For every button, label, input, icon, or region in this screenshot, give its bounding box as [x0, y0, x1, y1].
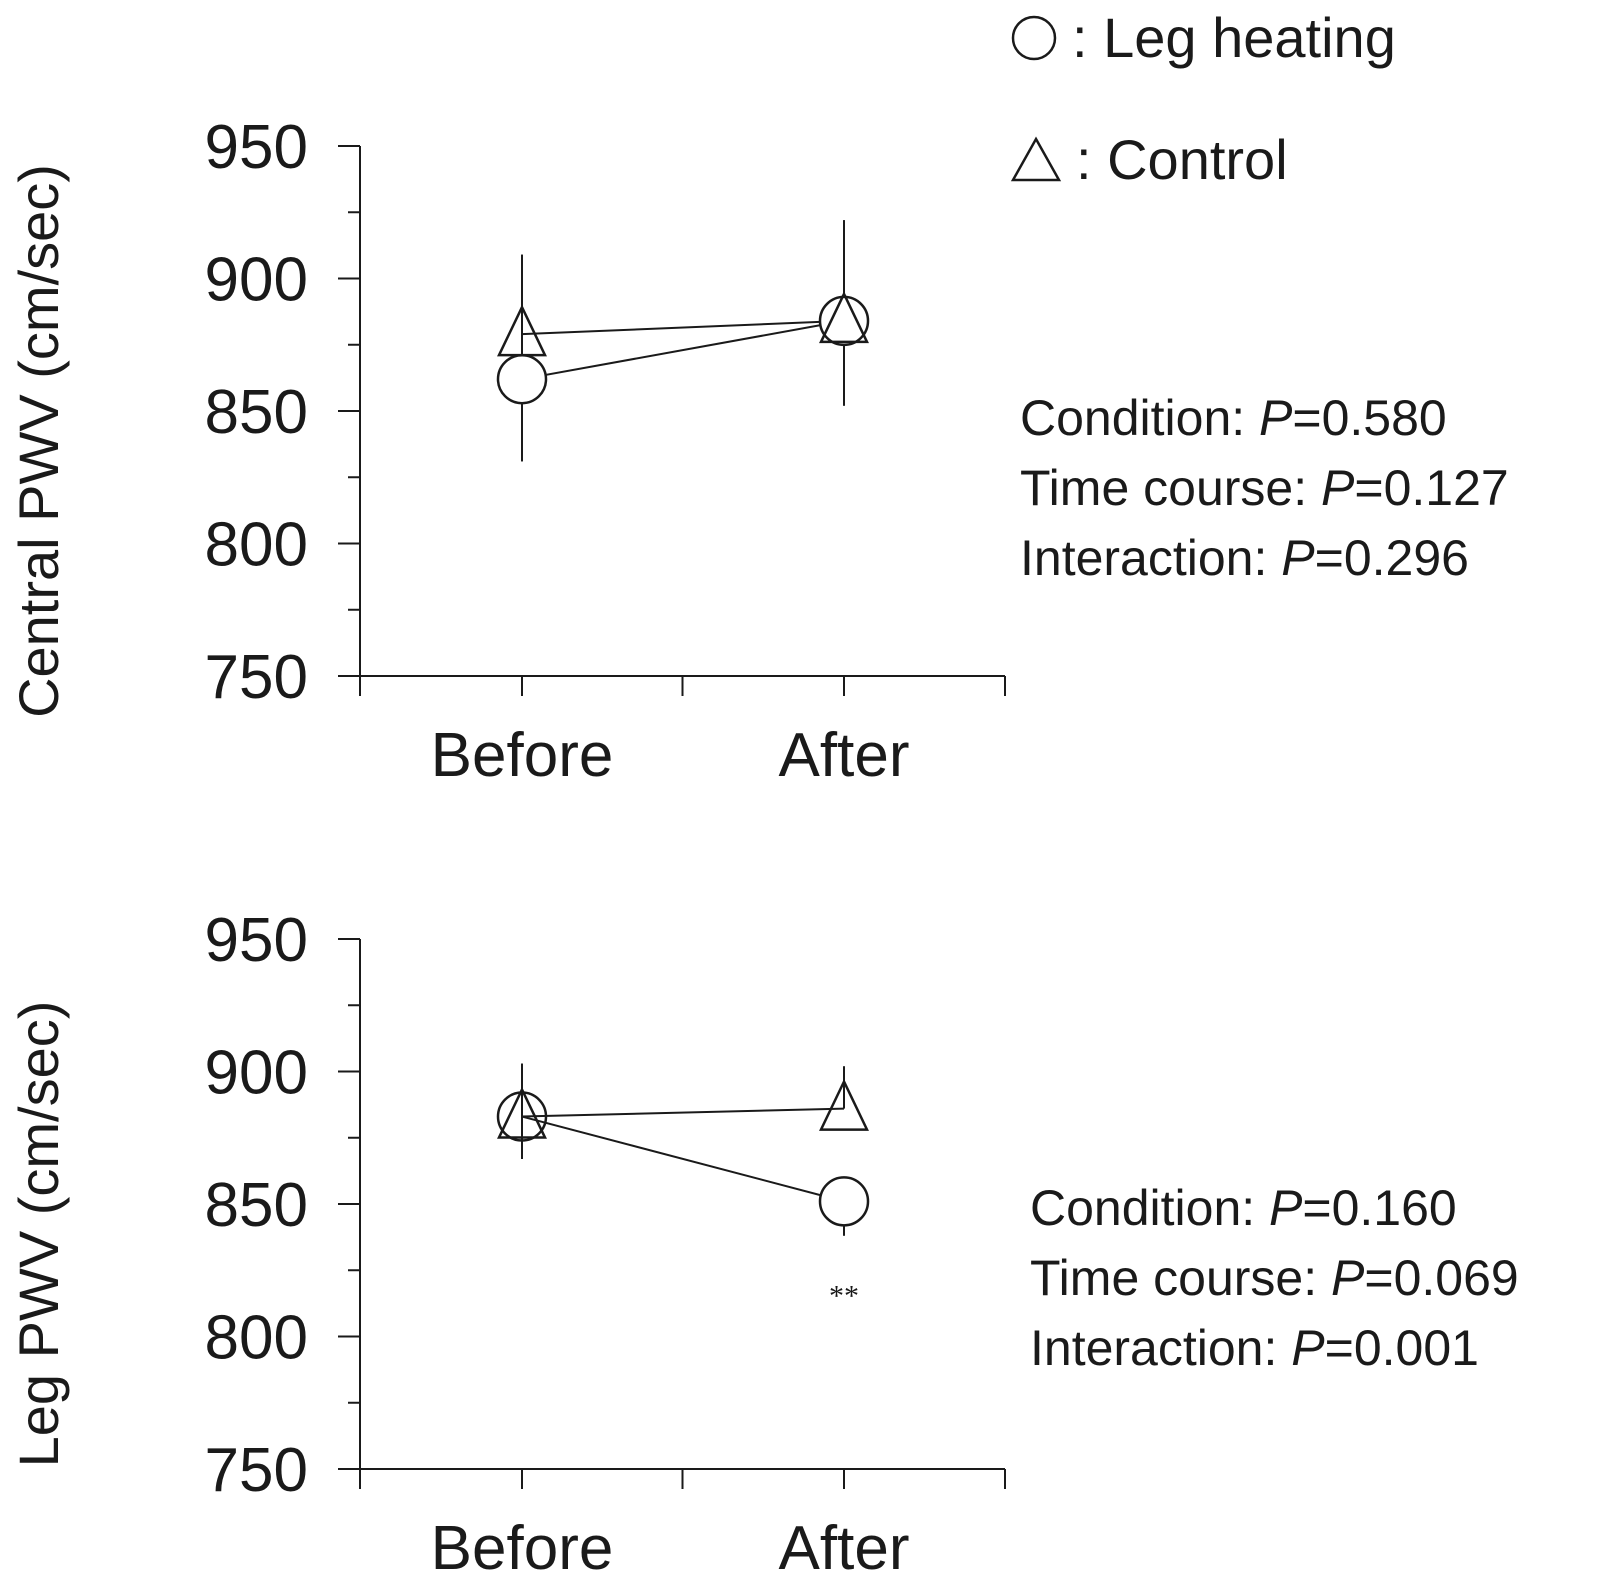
legend-label: : Leg heating: [1072, 6, 1396, 69]
significance-annotation: **: [829, 1280, 859, 1313]
x-tick-label: Before: [431, 721, 614, 790]
x-tick-label: After: [779, 1514, 910, 1583]
data-point-triangle: [819, 1078, 869, 1131]
stats-block-central: Condition: P=0.580 Time course: P=0.127 …: [1020, 383, 1509, 593]
y-tick-label: 950: [205, 906, 308, 975]
y-tick-label: 950: [205, 113, 308, 182]
y-tick-label: 850: [205, 378, 308, 447]
series-line-circle: [521, 319, 845, 381]
stat-interaction: Interaction: P=0.296: [1020, 530, 1469, 586]
circle-icon: [1011, 15, 1057, 61]
series-line-circle: [521, 1115, 845, 1203]
legend-label: : Control: [1076, 128, 1288, 191]
series-line-triangle: [521, 319, 845, 336]
y-tick-label: 900: [205, 246, 308, 315]
y-tick-label: 850: [205, 1171, 308, 1240]
legend-item-control: : Control: [1010, 132, 1288, 188]
data-point-triangle: [497, 304, 547, 357]
data-point-circle: [496, 1091, 548, 1142]
stat-time-course: Time course: P=0.127: [1020, 460, 1509, 516]
data-point-triangle: [819, 291, 869, 344]
stat-time-course: Time course: P=0.069: [1030, 1250, 1519, 1306]
legend-item-leg-heating: : Leg heating: [1010, 10, 1396, 66]
chart-panel-1: 950 900 850 800 750 Before After Central PWV (c…: [7, 113, 1006, 790]
data-point-triangle: [497, 1086, 547, 1139]
triangle-icon: [1010, 136, 1062, 182]
data-point-circle: [818, 1176, 870, 1227]
data-point-circle: [818, 295, 870, 347]
y-axis-title: Leg PWV (cm/sec): [7, 1001, 70, 1468]
stats-block-leg: Condition: P=0.160 Time course: P=0.069 …: [1030, 1173, 1519, 1383]
y-tick-label: 800: [205, 1304, 308, 1373]
data-point-circle: [496, 353, 548, 405]
stat-condition: Condition: P=0.160: [1030, 1180, 1457, 1236]
y-tick-label: 750: [205, 1436, 308, 1505]
chart-panel-2: 950 900 850 800 750 Before After Leg PWV (cm/se…: [7, 906, 1006, 1583]
y-tick-label: 750: [205, 643, 308, 712]
stat-interaction: Interaction: P=0.001: [1030, 1320, 1479, 1376]
y-tick-label: 800: [205, 511, 308, 580]
stat-condition: Condition: P=0.580: [1020, 390, 1447, 446]
series-line-triangle: [521, 1107, 845, 1118]
x-tick-label: Before: [431, 1514, 614, 1583]
y-tick-label: 900: [205, 1039, 308, 1108]
y-axis-title: Central PWV (cm/sec): [7, 164, 70, 718]
x-tick-label: After: [779, 721, 910, 790]
